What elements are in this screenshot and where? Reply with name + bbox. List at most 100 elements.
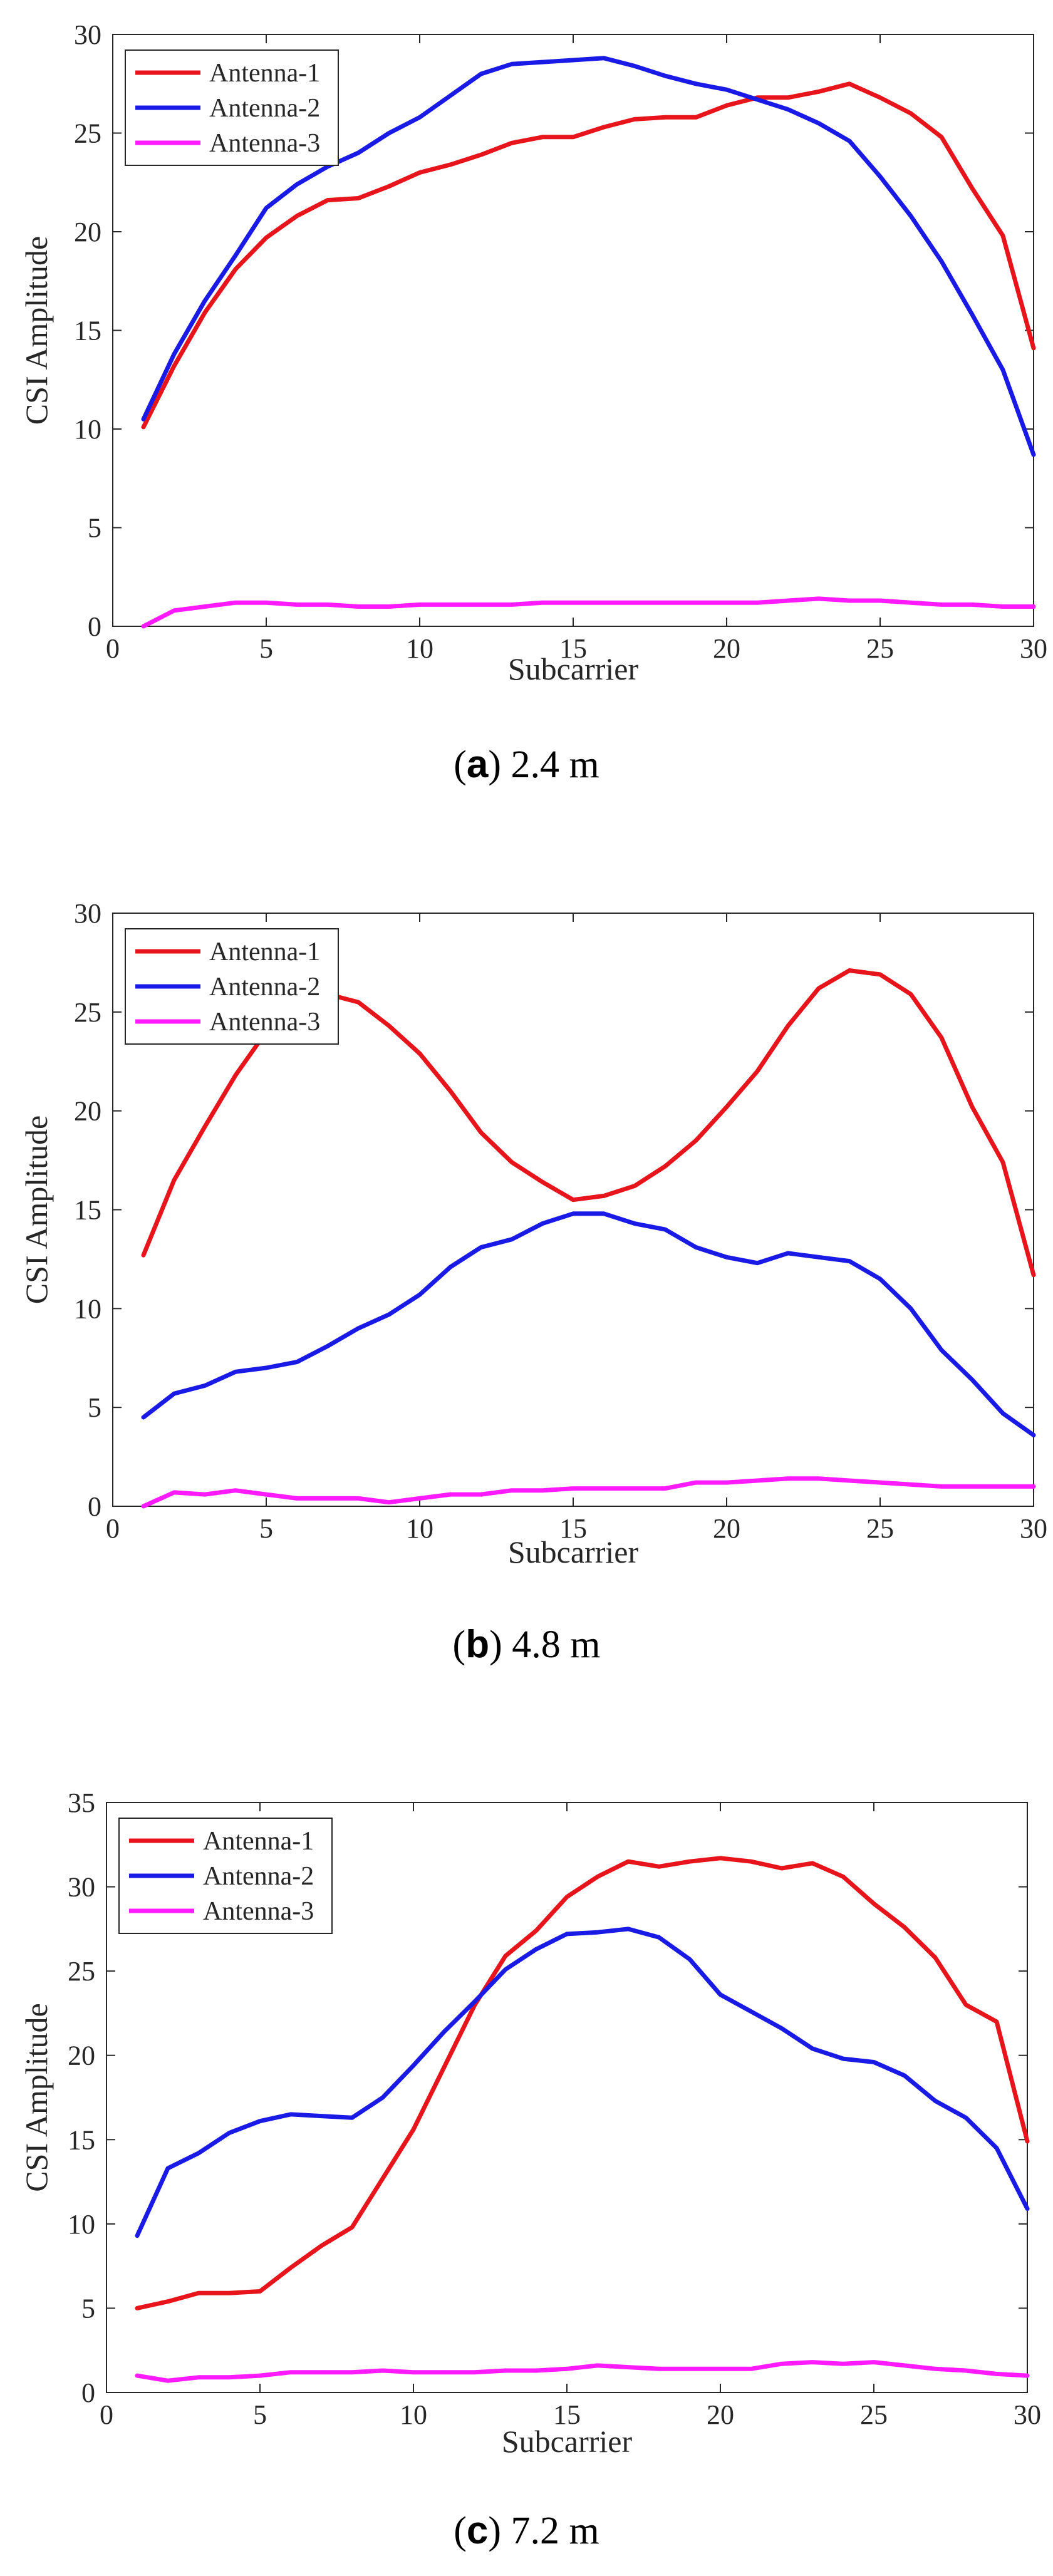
series-2-point <box>289 2113 292 2116</box>
legend: Antenna-1 Antenna-2 Antenna-3 <box>118 1818 333 1934</box>
series-2-point <box>511 1238 513 1241</box>
series-3-point <box>357 1497 360 1499</box>
legend-label-2: Antenna-2 <box>209 94 320 123</box>
series-3-point <box>535 2369 537 2372</box>
y-tick-label: 5 <box>81 2293 95 2324</box>
series-2-point <box>848 140 851 142</box>
series-2-point <box>719 1994 722 1996</box>
series-2-point <box>320 2115 323 2118</box>
series-2-point <box>817 1256 820 1258</box>
series-3-point <box>633 601 636 604</box>
series-2-point <box>971 1379 973 1381</box>
series-2-point <box>326 165 329 168</box>
series-3-point <box>136 2374 138 2377</box>
x-tick-label: 20 <box>713 633 740 664</box>
x-tick-label: 25 <box>860 2399 888 2430</box>
legend-label-3: Antenna-3 <box>209 129 320 158</box>
series-3-point <box>664 1487 667 1490</box>
series-2-point <box>817 122 820 125</box>
y-tick-label: 20 <box>74 1096 101 1127</box>
series-1-point <box>381 2177 384 2180</box>
series-2-point <box>449 95 452 97</box>
series-3-point <box>873 2361 875 2364</box>
series-3-point <box>504 2369 507 2372</box>
series-2-point <box>995 2147 998 2149</box>
x-tick-label: 0 <box>106 1513 120 1544</box>
y-tick-label: 30 <box>68 1872 95 1903</box>
x-tick-label: 0 <box>106 633 120 664</box>
series-3-point <box>511 603 513 606</box>
x-tick-label: 5 <box>259 633 273 664</box>
series-2-point <box>234 1370 237 1373</box>
series-3-point <box>388 606 390 608</box>
caption-open-paren: ( <box>452 1623 466 1666</box>
series-3-point <box>566 2367 568 2370</box>
y-tick-label: 15 <box>74 316 101 346</box>
series-1-point <box>879 973 881 976</box>
series-1-point <box>817 987 820 990</box>
x-tick-label: 0 <box>100 2399 113 2430</box>
series-1-point <box>971 187 973 190</box>
series-2-point <box>357 152 360 154</box>
series-1-point <box>357 197 360 199</box>
chart-a-plot: 0 5 10 15 20 25 30 0 5 10 15 20 25 30 Subcarrier CSI Am… <box>19 19 1047 686</box>
series-3-point <box>480 1493 482 1496</box>
series-2-point <box>787 1252 789 1254</box>
x-tick-label: 20 <box>713 1513 740 1544</box>
series-1-point <box>903 1926 906 1928</box>
series-1-point <box>566 1896 568 1898</box>
series-3-point <box>296 603 298 606</box>
series-2-point <box>756 1262 759 1265</box>
series-1-point <box>603 1194 605 1197</box>
legend-label-1: Antenna-1 <box>209 938 320 966</box>
y-tick-label: 20 <box>68 2041 95 2071</box>
x-tick-label: 20 <box>707 2399 734 2430</box>
series-1-point <box>289 2267 292 2269</box>
series-3-point <box>910 601 912 604</box>
series-3-point <box>167 2379 169 2382</box>
series-3-point <box>658 2367 660 2370</box>
caption-close-paren: ) <box>489 1623 502 1666</box>
series-1-point <box>541 1181 544 1183</box>
series-2-point <box>511 63 513 65</box>
series-1-point <box>541 136 544 138</box>
x-tick-label: 15 <box>553 2399 581 2430</box>
series-3-point <box>811 2361 814 2364</box>
series-2-point <box>412 2064 415 2067</box>
series-2-point <box>572 59 574 61</box>
series-1-point <box>787 1025 789 1027</box>
series-1-point <box>449 163 452 166</box>
series-line-2 <box>141 56 1036 457</box>
series-2-point <box>934 2099 936 2102</box>
series-2-point <box>449 1266 452 1268</box>
x-axis-label: Subcarrier <box>508 651 639 686</box>
series-1-point <box>633 118 636 120</box>
series-3-point <box>541 601 544 604</box>
series-1-point <box>572 1199 574 1201</box>
series-3-point <box>1002 1485 1004 1487</box>
series-1-point <box>412 2128 415 2131</box>
series-2-point <box>381 2096 384 2099</box>
series-3-point <box>934 2367 936 2370</box>
series-1-point <box>142 426 145 428</box>
chart-panel-c: 0 5 10 15 20 25 30 0 5 10 15 20 25 30 35 Subcarrier CSI … <box>0 1760 1053 2576</box>
series-1-point <box>695 1139 697 1142</box>
series-1-point <box>719 1857 722 1860</box>
series-2-point <box>388 132 390 134</box>
series-2-point <box>142 418 145 420</box>
series-2-point <box>903 2074 906 2077</box>
chart-b-plot: 0 5 10 15 20 25 30 0 5 10 15 20 25 30 Subcarrier CSI Am… <box>19 898 1047 1570</box>
series-2-point <box>688 1958 691 1960</box>
series-2-point <box>541 61 544 63</box>
series-1-point <box>296 215 298 217</box>
series-3-point <box>418 1497 421 1499</box>
y-tick-label: 35 <box>68 1787 95 1818</box>
series-3-point <box>541 1489 544 1492</box>
series-3-point <box>326 1497 329 1499</box>
series-2-point <box>1002 369 1004 371</box>
series-3-point <box>787 1477 789 1480</box>
series-2-point <box>603 57 605 59</box>
series-3-point <box>265 601 267 604</box>
series-3-point <box>695 601 697 604</box>
y-tick-label: 10 <box>74 1293 101 1324</box>
